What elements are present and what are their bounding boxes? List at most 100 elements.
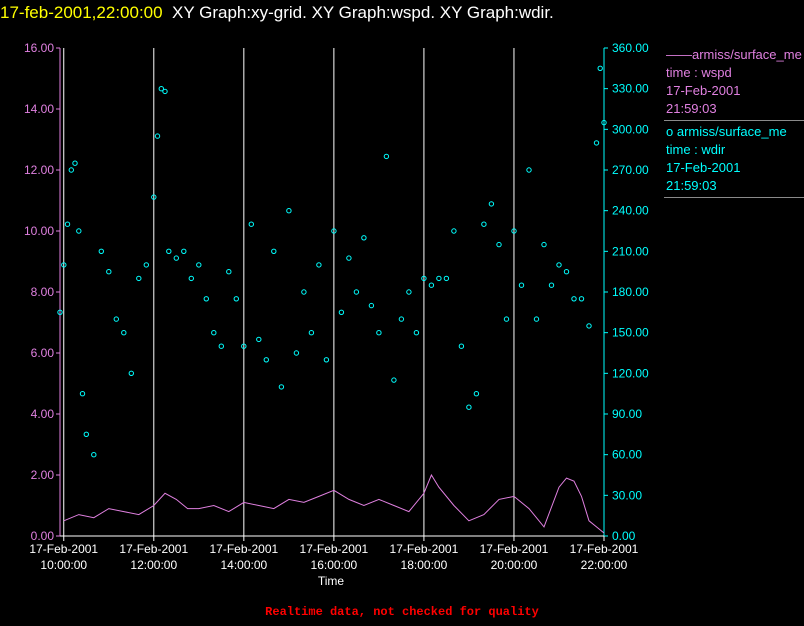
left-axis-tick-label: 8.00	[31, 285, 55, 299]
wdir-point	[503, 316, 510, 322]
wdir-point	[91, 452, 97, 458]
wdir-point	[68, 167, 75, 173]
wdir-point	[556, 262, 562, 268]
right-axis-tick-label: 300.00	[612, 122, 649, 136]
vertical-gridlines	[63, 48, 605, 536]
wdir-point	[241, 343, 247, 349]
wdir-point	[233, 296, 240, 302]
wdir-point	[406, 289, 412, 295]
legend-wdir-name: armiss/surface_me	[676, 124, 787, 139]
left-axis-ticks: 0.00 2.00 4.00 6.00 8.00 10.00 12.00 14.00 16.00	[24, 41, 60, 543]
wdir-point	[361, 235, 367, 241]
x-axis-tick-time: 22:00:00	[581, 558, 628, 572]
x-axis-tick-date: 17-Feb-2001	[480, 542, 549, 556]
wdir-point	[368, 302, 375, 309]
wdir-point	[548, 282, 555, 288]
wdir-point	[83, 431, 90, 437]
x-axis-tick-date: 17-Feb-2001	[390, 542, 459, 556]
wdir-point	[563, 269, 570, 275]
wdir-point	[61, 262, 67, 268]
wdir-point	[451, 228, 457, 234]
legend-wdir-date: 17-Feb-2001	[666, 160, 741, 175]
wdir-point	[586, 323, 592, 329]
right-axis-tick-label: 30.00	[612, 488, 642, 502]
right-axis-tick-label: 0.00	[612, 529, 636, 543]
wdir-point	[293, 350, 300, 356]
wdir-point	[79, 391, 86, 397]
right-axis-tick-label: 270.00	[612, 163, 649, 177]
wdir-point	[263, 357, 269, 363]
wdir-point	[181, 248, 187, 255]
wdir-point	[286, 208, 292, 214]
right-axis-tick-label: 210.00	[612, 244, 649, 258]
wdir-series	[57, 65, 607, 458]
left-axis-tick-label: 0.00	[31, 529, 55, 543]
left-axis-tick-label: 14.00	[24, 102, 54, 116]
wdir-point	[526, 167, 532, 173]
x-axis-label: Time	[318, 574, 345, 588]
x-axis-tick-time: 18:00:00	[401, 558, 448, 572]
wdir-point	[226, 269, 232, 275]
wdir-point	[271, 248, 277, 255]
x-axis-tick-time: 14:00:00	[220, 558, 267, 572]
left-axis-tick-label: 12.00	[24, 163, 54, 177]
right-axis-tick-label: 120.00	[612, 366, 649, 380]
wdir-point	[597, 65, 603, 72]
wdir-point	[106, 269, 112, 275]
wdir-point	[158, 86, 165, 92]
wdir-point	[72, 160, 78, 166]
wdir-point	[162, 88, 168, 95]
wdir-point	[166, 248, 172, 255]
wdir-point	[338, 309, 345, 315]
left-axis-tick-label: 16.00	[24, 41, 54, 55]
wdir-point	[203, 296, 210, 302]
quality-notice: Realtime data, not checked for quality	[265, 605, 539, 619]
right-axis-tick-label: 240.00	[612, 204, 649, 218]
wdir-point	[121, 330, 127, 336]
left-axis-tick-label: 6.00	[31, 346, 55, 360]
right-axis-tick-label: 330.00	[612, 82, 649, 96]
wdir-point	[398, 316, 405, 322]
wdir-point	[128, 370, 135, 376]
wdir-point	[308, 330, 315, 336]
wdir-point	[211, 330, 217, 336]
wdir-point	[428, 282, 435, 288]
wdir-point	[593, 140, 600, 146]
wdir-point	[391, 377, 397, 383]
wdir-point	[571, 296, 577, 302]
wdir-point	[188, 275, 195, 282]
wdir-point	[413, 330, 420, 336]
wdir-point	[98, 248, 105, 255]
right-axis-ticks: 0.00 30.00 60.00 90.00 120.00 150.00 180.00 210…	[604, 41, 649, 543]
wdir-point	[113, 316, 120, 322]
wdir-point	[511, 228, 517, 234]
wdir-point	[218, 343, 225, 349]
wdir-point	[76, 228, 82, 234]
legend: ——armiss/surface_me time : wspd 17-Feb-2…	[664, 46, 804, 200]
legend-wdir-variable: time : wdir	[666, 142, 726, 157]
legend-wspd-name: armiss/surface_me	[692, 47, 802, 62]
wdir-point	[151, 194, 157, 200]
wdir-point	[353, 289, 360, 295]
wdir-point	[496, 241, 502, 248]
left-axis-tick-label: 4.00	[31, 407, 55, 421]
x-axis-tick-date: 17-Feb-2001	[119, 542, 188, 556]
wdir-point	[323, 357, 330, 363]
wdir-point	[601, 119, 607, 126]
legend-entry-wdir[interactable]: o armiss/surface_me time : wdir 17-Feb-2…	[664, 123, 804, 198]
wdir-point	[376, 330, 382, 336]
legend-line-symbol: ——	[666, 47, 692, 62]
right-axis-tick-label: 180.00	[612, 285, 649, 299]
wdir-point	[346, 255, 352, 261]
wdir-point	[173, 255, 180, 261]
right-axis-tick-label: 360.00	[612, 41, 649, 55]
x-axis-tick-date: 17-Feb-2001	[209, 542, 278, 556]
wdir-point	[154, 133, 161, 139]
x-axis-tick-time: 12:00:00	[130, 558, 177, 572]
legend-entry-wspd[interactable]: ——armiss/surface_me time : wspd 17-Feb-2…	[664, 46, 804, 121]
x-axis-tick-time: 10:00:00	[40, 558, 87, 572]
x-axis-tick-date: 17-Feb-2001	[29, 542, 98, 556]
wdir-point	[541, 241, 547, 248]
wdir-point	[331, 228, 337, 234]
x-axis-tick-date: 17-Feb-2001	[300, 542, 369, 556]
